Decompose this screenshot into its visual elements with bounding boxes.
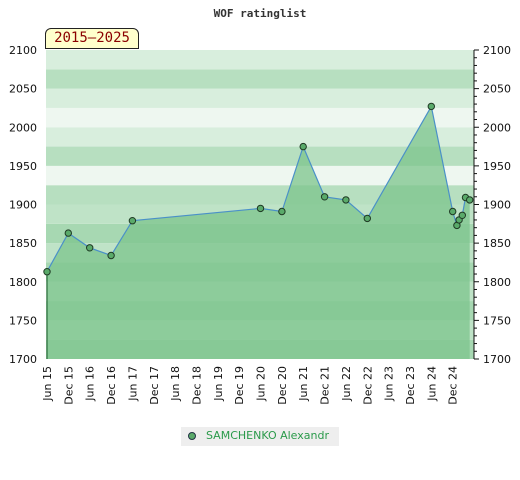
data-point [342,196,350,204]
x-tick-label: Dec 24 [447,366,460,405]
legend-series-name: SAMCHENKO Alexandr [206,429,329,442]
y-tick-label-left: 2050 [9,83,37,96]
legend: SAMCHENKO Alexandr [181,427,339,446]
plot-band [46,185,474,205]
y-tick-label-left: 2000 [9,121,37,134]
data-point [64,229,73,237]
data-point [299,142,307,151]
data-point [128,217,137,225]
x-tick-label: Dec 22 [361,366,374,405]
y-tick-label-left: 1800 [9,276,37,289]
y-tick-label-left: 2100 [9,44,37,57]
data-point [86,244,94,252]
y-tick-label-left: 1850 [9,237,37,250]
y-tick-label-right: 1950 [483,160,511,173]
y-tick-label-left: 1950 [9,160,37,173]
x-tick-label: Jun 24 [425,366,438,402]
series-fill [47,106,470,360]
chart-title: WOF ratinglist [214,7,307,20]
x-tick-label: Jun 19 [212,366,225,402]
y-tick-label-right: 1800 [483,276,511,289]
data-point [363,214,371,223]
y-tick-label-right: 2100 [483,44,511,57]
y-tick-label-left: 1700 [9,353,37,366]
y-tick-label-left: 1900 [9,199,37,212]
data-point [466,196,474,204]
data-point [278,207,286,216]
x-tick-label: Jun 17 [126,366,139,402]
y-axis-right: 1700 1750 1800 1850 1900 1950 2000 2050 2100 [473,44,511,366]
legend-marker [188,432,196,440]
x-tick-label: Dec 16 [105,366,118,405]
data-point [107,251,115,260]
x-tick-label: Jun 20 [255,366,268,402]
data-point [256,204,265,213]
plot-band [46,146,474,166]
data-point [43,268,51,276]
x-tick-label: Jun 21 [297,366,310,402]
date-range-badge: 2015—2025 [45,28,139,49]
x-axis: Jun 15 Dec 15 Jun 16 Dec 16 Jun 17 Dec 17 Jun … [41,366,460,405]
x-tick-label: Dec 23 [404,366,417,405]
x-tick-label: Dec 20 [276,366,289,405]
date-range-label: 2015—2025 [54,30,130,46]
plot-band [46,107,474,128]
y-tick-label-right: 1750 [483,314,511,327]
x-tick-label: Dec 17 [148,366,161,405]
plot-band [46,88,474,108]
x-tick-label: Dec 18 [191,366,204,405]
y-tick-label-right: 1900 [483,199,511,212]
series-points [43,102,474,276]
plot-band [46,127,474,147]
x-tick-label: Jun 22 [340,366,353,402]
x-tick-label: Dec 15 [62,366,75,405]
data-point [320,193,329,201]
plot-band [46,69,474,89]
x-tick-label: Dec 19 [233,366,246,405]
y-tick-label-right: 1850 [483,237,511,250]
y-tick-label-left: 1750 [9,314,37,327]
data-point [449,207,457,216]
x-tick-label: Dec 21 [319,366,332,405]
plot-band [46,50,474,70]
y-tick-label-right: 2000 [483,121,511,134]
data-point [458,211,466,220]
x-tick-label: Jun 15 [41,366,54,402]
y-tick-label-right: 1700 [483,353,511,366]
y-tick-label-right: 2050 [483,83,511,96]
plot-band [46,165,474,186]
y-axis-left: 1700 1750 1800 1850 1900 1950 2000 2050 2100 [9,44,37,366]
data-point [427,102,435,111]
x-tick-label: Jun 18 [169,366,182,402]
x-tick-label: Jun 16 [84,366,97,402]
x-tick-label: Jun 23 [383,366,396,402]
